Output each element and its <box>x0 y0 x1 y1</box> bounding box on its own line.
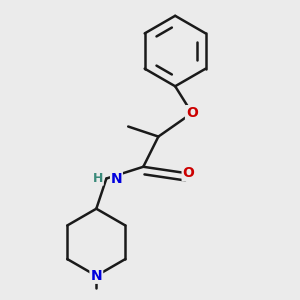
Text: O: O <box>186 106 198 120</box>
Text: N: N <box>91 269 102 283</box>
Text: H: H <box>93 172 103 185</box>
Text: O: O <box>183 167 194 181</box>
Text: N: N <box>111 172 122 185</box>
